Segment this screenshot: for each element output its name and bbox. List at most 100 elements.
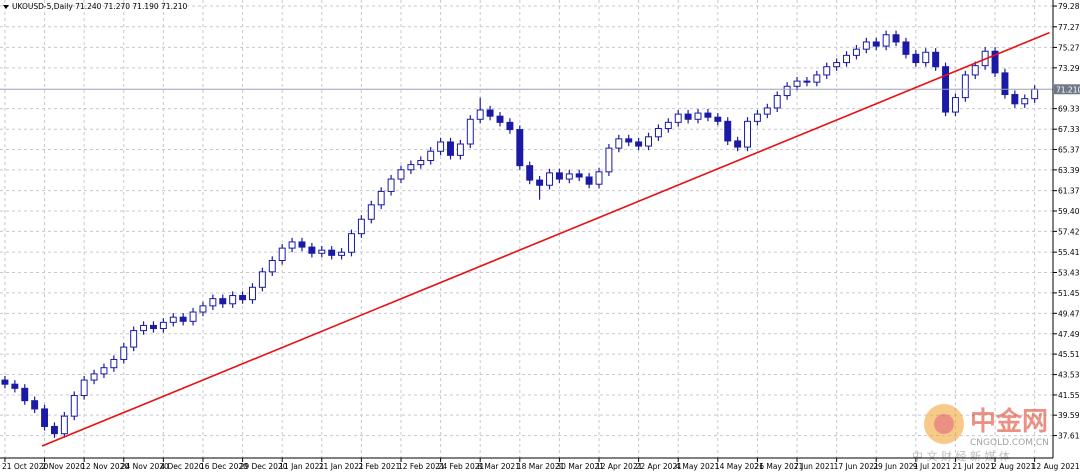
candle-body (268, 259, 276, 273)
watermark-slogan: 中 文 财 经 新 媒 体 (912, 449, 1010, 463)
grid (0, 0, 1053, 458)
logo-core (934, 414, 954, 434)
candle-body (902, 41, 910, 55)
candle-body (1001, 72, 1009, 96)
x-tick-label: 12 Aug 2021 (1032, 462, 1080, 471)
y-tick-label: 73.290 (1058, 64, 1080, 73)
x-tick-label: 16 Dec 2020 (200, 462, 248, 471)
chart-title: UKOUSD-5,Daily 71.240 71.270 71.190 71.2… (12, 2, 188, 11)
x-tick-label: 24 Nov 2020 (121, 462, 169, 471)
candle-body (41, 408, 49, 427)
candle-body (31, 400, 39, 410)
candle-body (654, 128, 662, 138)
candle-body (120, 346, 128, 360)
candle-body (427, 150, 435, 162)
candle-body (961, 74, 969, 99)
y-tick-label: 63.390 (1058, 166, 1080, 175)
y-tick-label: 75.270 (1058, 43, 1080, 52)
candle-body (852, 48, 860, 56)
candle-body (724, 120, 732, 142)
candle-body (585, 176, 593, 185)
candle-body (753, 113, 761, 122)
x-tick-label: 21 Oct 2020 (2, 462, 49, 471)
candle-body (506, 121, 514, 131)
y-tick-label: 51.455 (1058, 289, 1080, 298)
candle-body (862, 41, 870, 50)
y-tick-label: 79.285 (1058, 2, 1080, 11)
candle-body (209, 298, 217, 307)
candle-body (239, 295, 247, 301)
candle-body (466, 118, 474, 145)
x-tick-label: 14 May 2021 (715, 462, 764, 471)
candle-body (1011, 94, 1019, 105)
x-tick-label: 29 Dec 2020 (240, 462, 288, 471)
candle-body (744, 120, 751, 148)
y-tick-label: 57.425 (1058, 227, 1080, 236)
candle-body (793, 80, 801, 87)
y-tick-label: 49.475 (1058, 309, 1080, 318)
candle-body (447, 141, 454, 156)
candle-body (526, 165, 534, 181)
watermark-brand: 中金网 (970, 406, 1048, 437)
candle-body (565, 173, 573, 180)
candle-body (625, 138, 633, 143)
trendline (41, 31, 1050, 447)
y-tick-label: 69.330 (1058, 105, 1080, 114)
candle-body (684, 113, 692, 120)
candle-body (417, 160, 425, 166)
watermark: 中金网 CNGOLD.COM.CN 中 文 财 经 新 媒 体 (912, 404, 1049, 463)
current-price-box (1054, 84, 1080, 95)
candle-body (130, 330, 138, 348)
candle-body (348, 233, 355, 253)
x-tick-label: 7 Jun 2021 (794, 462, 835, 471)
candle-body (1021, 98, 1029, 105)
candle-body (288, 241, 296, 249)
candle-body (704, 112, 712, 118)
candle-body (258, 271, 266, 288)
candle-body (1, 379, 9, 385)
candle-body (407, 164, 415, 171)
candle-body (367, 204, 375, 220)
candle-body (476, 109, 484, 120)
candle-body (773, 95, 781, 109)
candle-body (328, 249, 336, 256)
candle-body (486, 109, 494, 117)
candle-body (843, 54, 851, 64)
candle-body (882, 34, 890, 47)
candle-body (1031, 88, 1039, 100)
candle-body (734, 140, 742, 148)
candle-body (140, 324, 148, 332)
x-tick-label: 8 Mar 2021 (477, 462, 520, 471)
candle-body (397, 169, 405, 180)
candle-body (833, 62, 841, 68)
candle-body (595, 171, 603, 185)
y-tick-label: 37.615 (1058, 432, 1080, 441)
x-tick-label: 2 Feb 2021 (358, 462, 400, 471)
candle-body (872, 41, 880, 47)
candle-body (70, 395, 78, 417)
candle-body (892, 34, 900, 43)
y-tick-label: 65.370 (1058, 145, 1080, 154)
x-tick-label: 21 Jan 2021 (319, 462, 364, 471)
candle-body (546, 172, 553, 186)
candle-body (50, 425, 58, 435)
x-tick-label: 2 Nov 2020 (42, 462, 85, 471)
candle-body (516, 129, 524, 167)
candle-body (437, 141, 445, 152)
candle-body (575, 173, 583, 178)
x-tick-label: 26 May 2021 (754, 462, 803, 471)
candle-body (813, 74, 821, 83)
candle-body (229, 295, 237, 305)
candle-body (169, 316, 177, 323)
candle-body (219, 298, 227, 305)
x-tick-label: 30 Mar 2021 (556, 462, 604, 471)
x-tick-label: 9 Jul 2021 (913, 462, 951, 471)
candle-body (199, 305, 207, 313)
candle-body (922, 51, 930, 64)
candle-body (912, 53, 920, 64)
candle-body (763, 107, 771, 115)
y-tick-label: 61.375 (1058, 187, 1080, 196)
candle-body (674, 113, 682, 123)
x-tick-label: 21 Jul 2021 (952, 462, 995, 471)
